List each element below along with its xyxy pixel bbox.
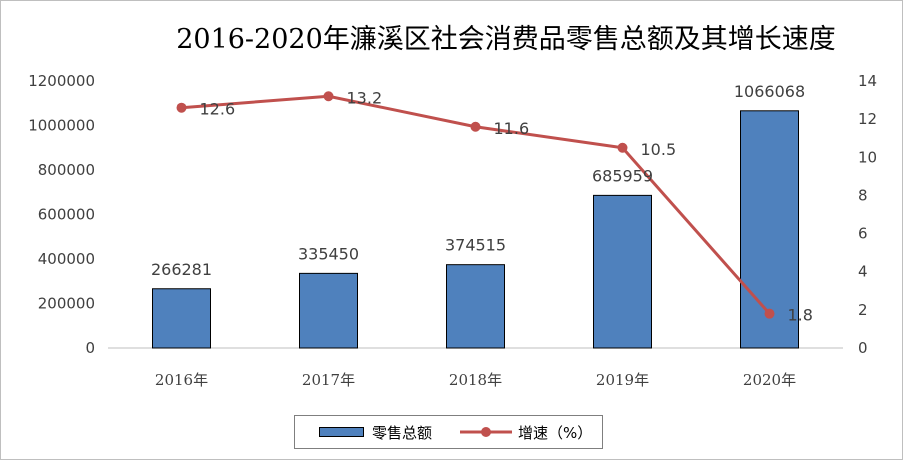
chart-title: 2016-2020年濂溪区社会消费品零售总额及其增长速度: [176, 24, 836, 55]
x-tick-label: 2016年: [155, 371, 208, 389]
growth-data-label-4: 1.8: [788, 306, 813, 325]
bar-data-label-2: 374515: [445, 236, 506, 255]
data-labels-layer: 266281 335450 374515 685959 1066068 12.6 13.2 1…: [151, 82, 813, 325]
y-right-tick-label: 0: [858, 339, 868, 357]
growth-data-label-1: 13.2: [347, 88, 383, 107]
y-right-tick-label: 8: [858, 186, 868, 204]
growth-point-2: [470, 121, 481, 132]
growth-point-0: [176, 102, 187, 113]
growth-data-label-0: 12.6: [200, 100, 236, 119]
y-right-tick-label: 2: [858, 301, 868, 319]
growth-point-3: [617, 142, 628, 153]
growth-point-4: [764, 308, 775, 319]
legend: 零售总额 增速（%）: [294, 415, 603, 449]
legend-line-swatch: [460, 427, 512, 437]
x-tick-label: 2018年: [449, 371, 502, 389]
bar-2: [446, 264, 505, 349]
y-left-tick-label: 400000: [38, 250, 95, 268]
y-left-tick-label: 800000: [38, 161, 95, 179]
bar-4: [740, 110, 799, 349]
legend-bar-label: 零售总额: [372, 423, 433, 442]
legend-line-label: 增速（%）: [518, 423, 593, 442]
growth-data-label-2: 11.6: [494, 119, 530, 138]
legend-bar-swatch: [319, 427, 364, 437]
axis-ticks-layer: 0 200000 400000 600000 800000 1000000 1200000 0…: [28, 72, 877, 389]
y-left-tick-label: 1200000: [28, 72, 95, 90]
bar-data-label-3: 685959: [592, 166, 653, 185]
x-tick-label: 2019年: [596, 371, 649, 389]
y-right-tick-label: 14: [858, 72, 877, 90]
legend-item-line: 增速（%）: [460, 422, 592, 442]
bar-data-label-4: 1066068: [734, 82, 805, 101]
y-left-tick-label: 0: [85, 339, 95, 357]
y-left-tick-label: 200000: [38, 295, 95, 313]
legend-item-bar: 零售总额: [319, 422, 432, 442]
y-right-tick-label: 4: [858, 263, 868, 281]
bar-3: [593, 194, 652, 349]
y-left-tick-label: 600000: [38, 206, 95, 224]
line-layer: [176, 91, 775, 319]
bar-0: [152, 288, 211, 349]
growth-data-label-3: 10.5: [641, 140, 677, 159]
y-right-tick-label: 6: [858, 225, 868, 243]
bar-data-label-1: 335450: [298, 244, 359, 263]
growth-point-1: [323, 91, 334, 102]
y-right-tick-label: 12: [858, 110, 877, 128]
bar-data-label-0: 266281: [151, 260, 212, 279]
x-tick-label: 2017年: [302, 371, 355, 389]
x-tick-label: 2020年: [743, 371, 796, 389]
y-right-tick-label: 10: [858, 148, 877, 166]
bars-layer: [152, 110, 799, 349]
bar-1: [299, 272, 358, 349]
y-left-tick-label: 1000000: [28, 117, 95, 135]
